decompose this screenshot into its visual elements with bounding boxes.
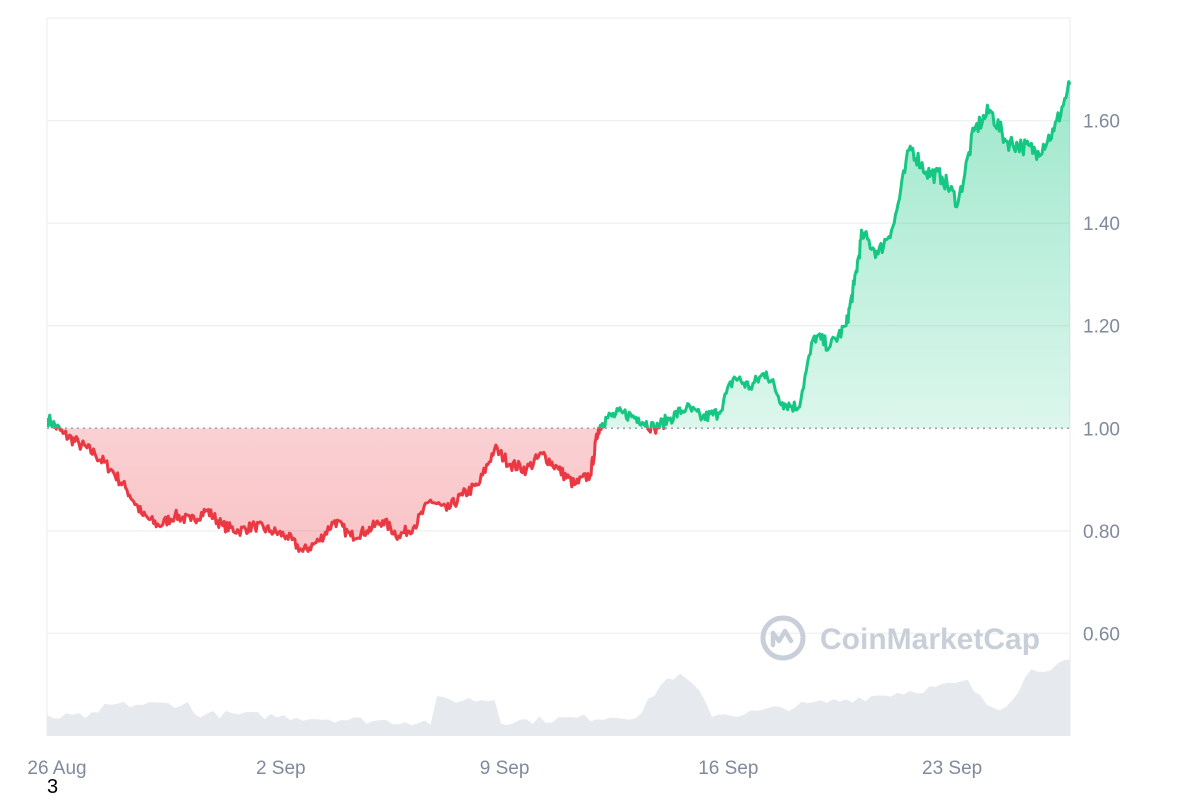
x-axis: 26 Aug 2 Sep 9 Sep 16 Sep 23 Sep [27, 758, 982, 779]
volume-shape [47, 659, 1070, 736]
grid-lines [47, 17, 1070, 635]
x-tick-label: 16 Sep [698, 758, 758, 779]
y-tick-label: 1.40 [1083, 214, 1120, 235]
price-lines [47, 80, 1072, 553]
watermark: CoinMarketCap [760, 615, 1040, 661]
x-tick-label: 23 Sep [922, 758, 982, 779]
price-area-fills [47, 81, 1070, 552]
x-tick-label: 9 Sep [480, 758, 530, 779]
series-line-down [51, 428, 666, 553]
coinmarketcap-logo-icon [760, 615, 806, 661]
volume-area [47, 659, 1070, 736]
y-tick-label: 1.20 [1083, 317, 1120, 338]
area-below-baseline [47, 428, 1070, 552]
y-tick-label: 0.80 [1083, 522, 1120, 543]
y-tick-label: 1.60 [1083, 112, 1120, 133]
x-tick-label: 26 Aug [27, 758, 86, 779]
y-axis: 0.60 0.80 1.00 1.20 1.40 1.60 [1083, 112, 1120, 646]
watermark-text: CoinMarketCap [820, 623, 1040, 656]
x-tick-label: 2 Sep [256, 758, 306, 779]
stray-label: 3 [47, 776, 59, 798]
y-tick-label: 1.00 [1083, 419, 1120, 440]
y-tick-label: 0.60 [1083, 624, 1120, 645]
series-line-up [47, 80, 1072, 429]
